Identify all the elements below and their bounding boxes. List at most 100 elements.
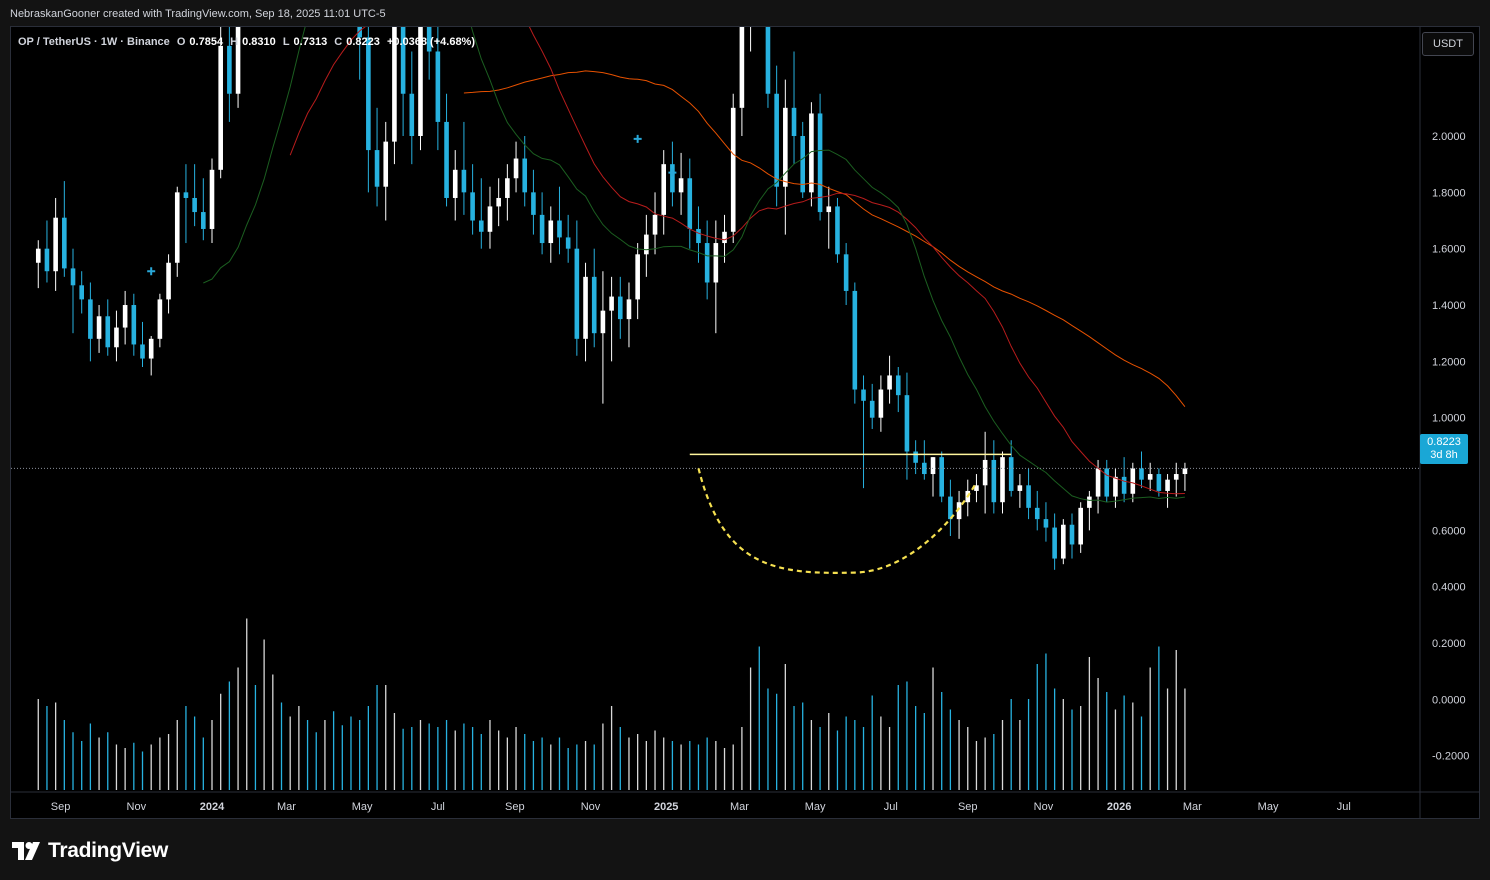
candle-body bbox=[209, 169, 215, 229]
candle-body bbox=[192, 197, 197, 213]
candle-body bbox=[826, 206, 832, 213]
candle-body bbox=[383, 141, 389, 187]
candle-body bbox=[939, 457, 944, 497]
candle-body bbox=[1026, 485, 1031, 508]
candle-body bbox=[704, 243, 710, 283]
tradingview-logo[interactable]: TradingView bbox=[12, 838, 168, 864]
time-axis-label: 2026 bbox=[1107, 801, 1131, 813]
candle-body bbox=[817, 113, 823, 213]
candle-body bbox=[835, 206, 840, 255]
candle-body bbox=[53, 217, 58, 272]
candle-body bbox=[452, 169, 458, 198]
time-axis-label: Mar bbox=[1183, 801, 1202, 813]
candle-body bbox=[444, 121, 449, 198]
chart-credit-text: NebraskanGooner created with TradingView… bbox=[10, 8, 386, 20]
chart-panel[interactable]: 2.0000 1.8000 1.6000 1.4000 1.2000 1.0000 0.60… bbox=[10, 26, 1480, 819]
candle-body bbox=[105, 316, 111, 348]
time-axis-label: May bbox=[805, 801, 826, 813]
price-chart-svg[interactable]: 2.0000 1.8000 1.6000 1.4000 1.2000 1.0000 0.60… bbox=[11, 27, 1479, 818]
bar-countdown: 3d 8h bbox=[1430, 449, 1458, 461]
signal-plus-icon bbox=[147, 267, 156, 276]
time-axis-label: Nov bbox=[581, 801, 601, 813]
candle-body bbox=[44, 248, 50, 272]
candle-body bbox=[644, 234, 649, 255]
open-label: O bbox=[176, 36, 186, 48]
candle-body bbox=[148, 338, 154, 359]
candle-body bbox=[461, 169, 467, 193]
candle-body bbox=[1121, 476, 1127, 494]
candle-body bbox=[930, 457, 936, 475]
candle-body bbox=[652, 214, 658, 235]
low-value: 0.7313 bbox=[293, 36, 328, 48]
price-axis-label: 2.0000 bbox=[1432, 131, 1466, 143]
candle-body bbox=[505, 178, 510, 198]
candle-body bbox=[1104, 468, 1110, 497]
candle-body bbox=[887, 375, 892, 390]
price-axis-label: -0.2000 bbox=[1432, 751, 1469, 763]
candle-body bbox=[548, 220, 554, 244]
candle-body bbox=[617, 296, 623, 320]
candle-body bbox=[35, 248, 41, 263]
time-axis-label: Sep bbox=[51, 801, 71, 813]
time-axis-label: Nov bbox=[1034, 801, 1054, 813]
candle-body bbox=[661, 164, 667, 215]
signal-plus-icon bbox=[668, 168, 677, 177]
candle-body bbox=[1034, 507, 1040, 520]
candle-body bbox=[1156, 474, 1162, 491]
candle-body bbox=[79, 285, 84, 300]
candle-body bbox=[1017, 485, 1023, 491]
candle-body bbox=[1182, 468, 1188, 475]
candle-body bbox=[122, 305, 128, 328]
candle-body bbox=[1043, 519, 1049, 528]
time-axis-label: Sep bbox=[958, 801, 978, 813]
time-axis-label: 2025 bbox=[654, 801, 678, 813]
candle-body bbox=[600, 310, 606, 334]
candle-body bbox=[140, 344, 145, 359]
currency-button[interactable]: USDT bbox=[1422, 32, 1474, 56]
candle-body bbox=[913, 451, 918, 463]
candle-body bbox=[974, 485, 979, 491]
candle-body bbox=[131, 305, 137, 345]
candle-body bbox=[557, 220, 562, 238]
candle-body bbox=[174, 192, 180, 263]
candle-body bbox=[1113, 476, 1118, 497]
price-axis-label: 1.6000 bbox=[1432, 244, 1466, 256]
tradingview-brand: TradingView bbox=[48, 839, 169, 862]
candle-body bbox=[678, 178, 684, 193]
candle-body bbox=[878, 389, 884, 418]
price-axis-label: 0.6000 bbox=[1432, 525, 1466, 537]
candle-body bbox=[400, 27, 406, 94]
candle-body bbox=[1008, 457, 1014, 491]
price-axis-label: 1.4000 bbox=[1432, 300, 1466, 312]
candle-body bbox=[166, 262, 171, 300]
candle-body bbox=[1165, 479, 1170, 491]
cup-pattern-arc bbox=[697, 468, 978, 574]
price-axis-label: 1.2000 bbox=[1432, 356, 1466, 368]
candle-body bbox=[435, 51, 441, 122]
time-axis-label: Sep bbox=[505, 801, 525, 813]
price-axis-label: 0.4000 bbox=[1432, 582, 1466, 594]
price-axis-label: 1.8000 bbox=[1432, 187, 1466, 199]
candle-body bbox=[88, 299, 93, 339]
candle-body bbox=[730, 107, 736, 232]
candle-body bbox=[1000, 457, 1005, 503]
candle-body bbox=[670, 164, 675, 193]
candle-body bbox=[227, 45, 232, 94]
time-axis-label: Jul bbox=[431, 801, 445, 813]
symbol-name[interactable]: OP / TetherUS · 1W · Binance bbox=[18, 36, 170, 48]
candle-body bbox=[861, 389, 866, 401]
candle-body bbox=[70, 268, 76, 286]
ma-fast-line bbox=[203, 27, 1185, 503]
candle-body bbox=[696, 228, 701, 244]
candle-body bbox=[800, 136, 806, 193]
candle-body bbox=[982, 459, 988, 486]
candle-body bbox=[765, 27, 771, 94]
candle-body bbox=[565, 237, 571, 249]
candle-body bbox=[392, 27, 397, 142]
time-axis-label: May bbox=[352, 801, 373, 813]
open-value: 0.7854 bbox=[189, 36, 224, 48]
time-axis-label: Jul bbox=[1337, 801, 1351, 813]
low-label: L bbox=[282, 36, 290, 48]
candle-body bbox=[96, 316, 102, 339]
candle-body bbox=[513, 158, 519, 179]
